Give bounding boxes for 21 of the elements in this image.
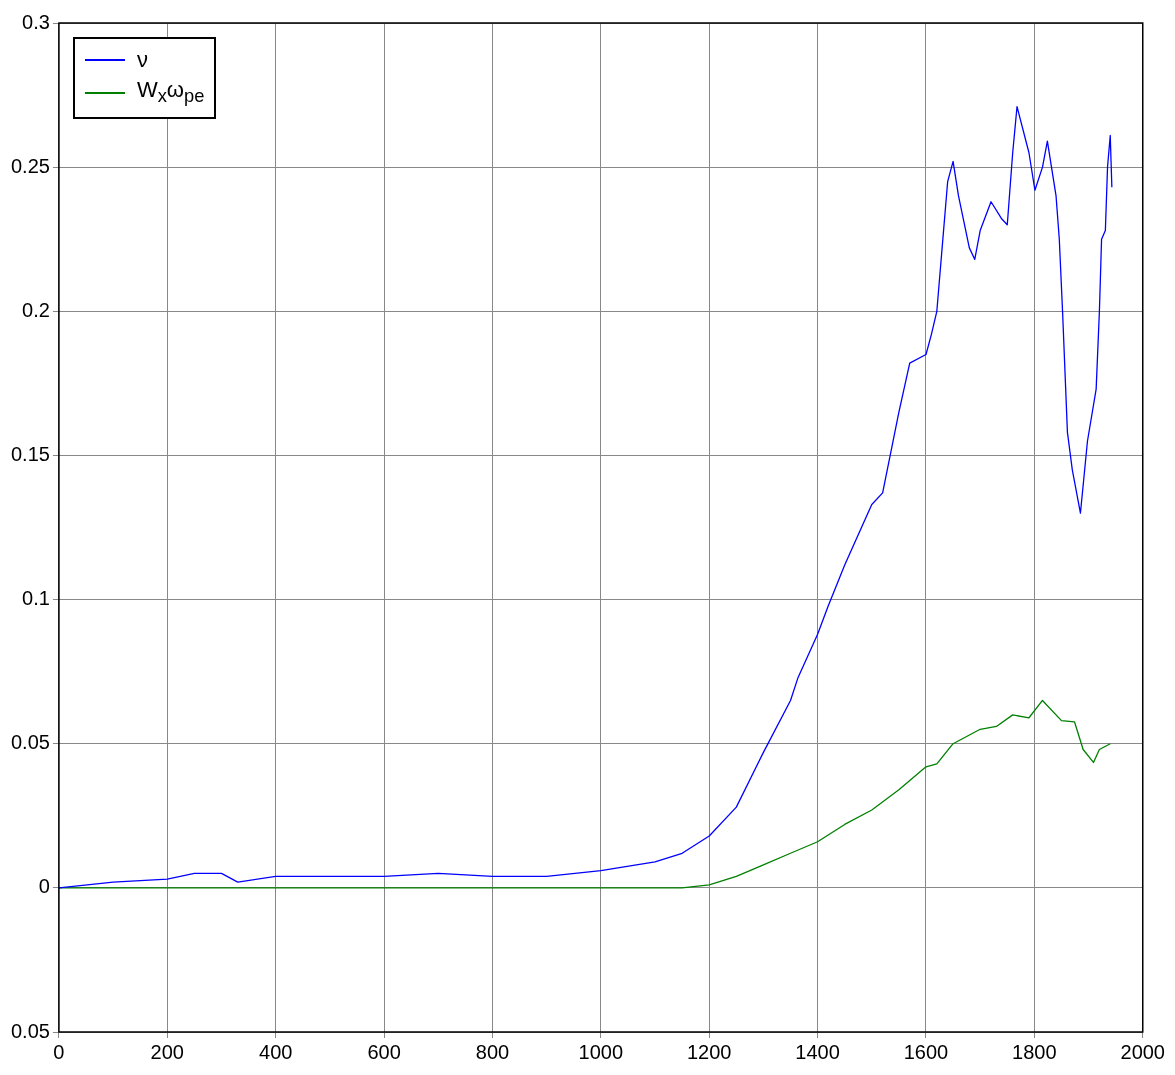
y-tick-label: 0.1 bbox=[22, 587, 50, 610]
y-tick-label: 0.2 bbox=[22, 298, 50, 321]
x-tick-label: 1800 bbox=[1012, 1040, 1057, 1063]
y-tick-label: 0.3 bbox=[22, 10, 50, 33]
y-tick-label: 0.05 bbox=[10, 1019, 50, 1042]
x-tick-label: 200 bbox=[150, 1040, 184, 1063]
y-tick-label: 0.25 bbox=[10, 154, 50, 177]
x-tick-label: 600 bbox=[367, 1040, 401, 1063]
legend-label: W$_{x}$ω$_{pe}$ bbox=[136, 76, 205, 109]
x-tick-label: 1600 bbox=[903, 1040, 949, 1063]
y-tick-label: 0 bbox=[38, 875, 50, 898]
x-tick-label: 2000 bbox=[1120, 1040, 1165, 1063]
x-tick-label: 400 bbox=[259, 1040, 293, 1063]
y-tick-label: 0.15 bbox=[10, 442, 50, 465]
x-tick-label: 0 bbox=[53, 1040, 65, 1063]
x-tick-label: 1400 bbox=[795, 1040, 840, 1063]
x-tick-label: 1200 bbox=[686, 1040, 732, 1063]
x-tick-label: 1000 bbox=[578, 1040, 624, 1063]
x-tick-label: 800 bbox=[475, 1040, 510, 1063]
y-tick-label: 0.05 bbox=[10, 731, 50, 754]
legend-label: ν bbox=[136, 46, 148, 74]
